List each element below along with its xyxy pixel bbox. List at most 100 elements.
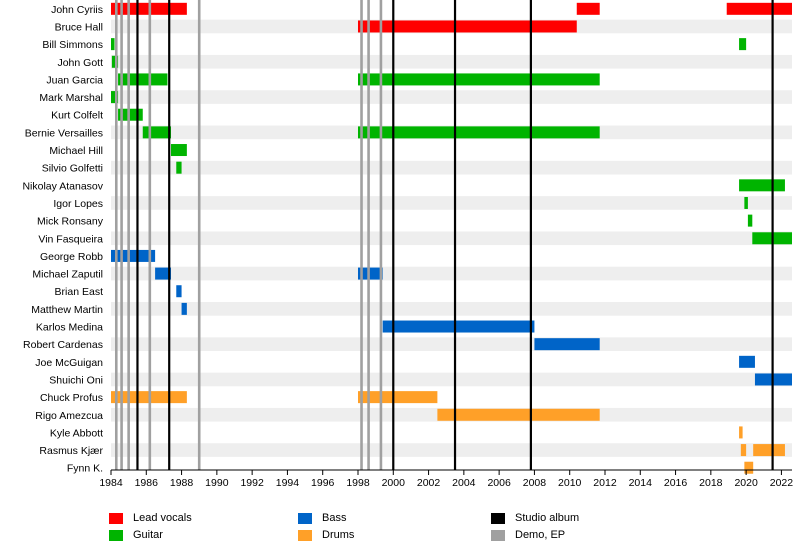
legend-item-bass: Bass (298, 510, 346, 526)
member-label-rasmus-kj-r: Rasmus Kjær (39, 445, 103, 457)
x-tick-label-2020: 2020 (734, 477, 758, 489)
x-tick-label-1992: 1992 (240, 477, 264, 489)
member-label-chuck-profus: Chuck Profus (40, 392, 103, 404)
legend-item-guitar: Guitar (109, 527, 163, 543)
bar-karlos-medina-bass (382, 320, 535, 333)
member-label-joe-mcguigan: Joe McGuigan (35, 357, 103, 369)
member-label-rigo-amezcua: Rigo Amezcua (35, 410, 103, 422)
legend-swatch-guitar (109, 529, 123, 541)
bar-rasmus-kj-r-drums (753, 444, 785, 457)
row-stripe (111, 196, 792, 210)
bar-juan-garcia-guitar (357, 73, 600, 86)
member-label-brian-east: Brian East (55, 286, 104, 298)
member-label-john-gott: John Gott (57, 57, 103, 69)
legend-label-album: Studio album (515, 512, 580, 524)
x-tick-label-2010: 2010 (558, 477, 582, 489)
legend-item-vocals: Lead vocals (109, 510, 192, 526)
bar-bernie-versailles-guitar (142, 126, 171, 139)
member-label-mick-ronsany: Mick Ronsany (37, 216, 104, 228)
member-label-bill-simmons: Bill Simmons (42, 39, 103, 51)
legend-item-demo: Demo, EP (491, 527, 565, 543)
row-stripe (111, 337, 792, 351)
member-label-silvio-golfetti: Silvio Golfetti (42, 163, 103, 175)
bar-kyle-abbott-drums (739, 426, 743, 439)
legend-swatch-vocals (109, 512, 123, 524)
member-label-igor-lopes: Igor Lopes (53, 198, 103, 210)
x-tick-label-2006: 2006 (487, 477, 511, 489)
member-label-john-cyriis: John Cyriis (51, 4, 103, 16)
bar-george-robb-bass (111, 249, 156, 262)
member-label-michael-zaputil: Michael Zaputil (32, 269, 103, 281)
row-stripe (111, 54, 792, 69)
member-label-matthew-martin: Matthew Martin (31, 304, 103, 316)
bar-john-cyriis-vocals (726, 2, 792, 15)
x-tick-label-1986: 1986 (135, 477, 159, 489)
row-stripe (111, 90, 792, 104)
member-label-shuichi-oni: Shuichi Oni (49, 374, 103, 386)
legend-label-drums: Drums (322, 529, 355, 541)
member-label-michael-hill: Michael Hill (49, 145, 103, 157)
member-label-nikolay-atanasov: Nikolay Atanasov (22, 180, 103, 192)
x-tick-label-1984: 1984 (99, 477, 123, 489)
x-tick-label-2000: 2000 (382, 477, 406, 489)
bar-silvio-golfetti-guitar (176, 161, 182, 174)
bar-matthew-martin-bass (181, 302, 187, 315)
member-timeline-chart: John Cyriis Bruce Hall Bill Simmons John Go… (22, 0, 794, 489)
legend-label-guitar: Guitar (133, 529, 163, 541)
bar-joe-mcguigan-bass (739, 355, 755, 368)
x-tick-label-2004: 2004 (452, 477, 476, 489)
row-stripe (111, 266, 792, 281)
legend-label-bass: Bass (322, 512, 347, 524)
bar-rasmus-kj-r-drums (740, 444, 747, 457)
bar-bill-simmons-guitar (739, 38, 747, 51)
x-tick-label-2012: 2012 (593, 477, 617, 489)
legend-swatch-album (491, 512, 505, 524)
legend-item-drums: Drums (298, 527, 354, 543)
x-tick-label-2022: 2022 (770, 477, 794, 489)
bar-michael-zaputil-bass (357, 267, 383, 280)
bar-fynn-k-drums (744, 461, 754, 474)
x-tick-label-1994: 1994 (276, 477, 300, 489)
legend-swatch-bass (298, 512, 312, 524)
member-label-george-robb: George Robb (40, 251, 103, 263)
member-label-bruce-hall: Bruce Hall (55, 21, 103, 33)
row-stripe (111, 372, 792, 387)
member-label-juan-garcia: Juan Garcia (46, 74, 103, 86)
bar-john-gott-guitar (111, 55, 119, 68)
member-label-kyle-abbott: Kyle Abbott (50, 427, 103, 439)
legend-swatch-demo (491, 529, 505, 541)
bar-igor-lopes-guitar (744, 196, 748, 209)
bar-nikolay-atanasov-guitar (739, 179, 785, 192)
legend-item-album: Studio album (491, 510, 579, 526)
legend-swatch-drums (298, 529, 312, 541)
row-stripe (111, 302, 792, 316)
bar-bruce-hall-vocals (357, 20, 577, 33)
member-label-karlos-medina: Karlos Medina (36, 322, 103, 334)
legend-label-demo: Demo, EP (515, 529, 566, 541)
member-label-bernie-versailles: Bernie Versailles (25, 127, 103, 139)
member-label-robert-cardenas: Robert Cardenas (23, 339, 103, 351)
x-tick-label-2014: 2014 (629, 477, 653, 489)
x-tick-label-1998: 1998 (346, 477, 370, 489)
bar-michael-hill-guitar (170, 144, 187, 157)
bar-juan-garcia-guitar (118, 73, 168, 86)
member-label-fynn-k: Fynn K. (67, 463, 103, 475)
row-stripe (111, 443, 792, 457)
bar-brian-east-bass (176, 285, 182, 298)
row-stripe (111, 231, 792, 246)
bar-michael-zaputil-bass (155, 267, 171, 280)
x-tick-label-1996: 1996 (311, 477, 335, 489)
bar-bill-simmons-guitar (111, 38, 115, 51)
legend-label-vocals: Lead vocals (133, 512, 192, 524)
bar-mick-ronsany-guitar (747, 214, 753, 227)
bar-bernie-versailles-guitar (357, 126, 600, 139)
bar-robert-cardenas-bass (534, 338, 600, 351)
bar-rigo-amezcua-drums (437, 408, 600, 421)
bar-john-cyriis-vocals (576, 2, 600, 15)
x-tick-label-1988: 1988 (170, 477, 194, 489)
row-stripe (111, 160, 792, 175)
x-tick-label-2002: 2002 (417, 477, 441, 489)
chart-legend: Lead vocals Guitar Bass Drums Studio alb… (0, 510, 800, 548)
bar-chuck-profus-drums (357, 391, 438, 404)
x-tick-label-1990: 1990 (205, 477, 229, 489)
